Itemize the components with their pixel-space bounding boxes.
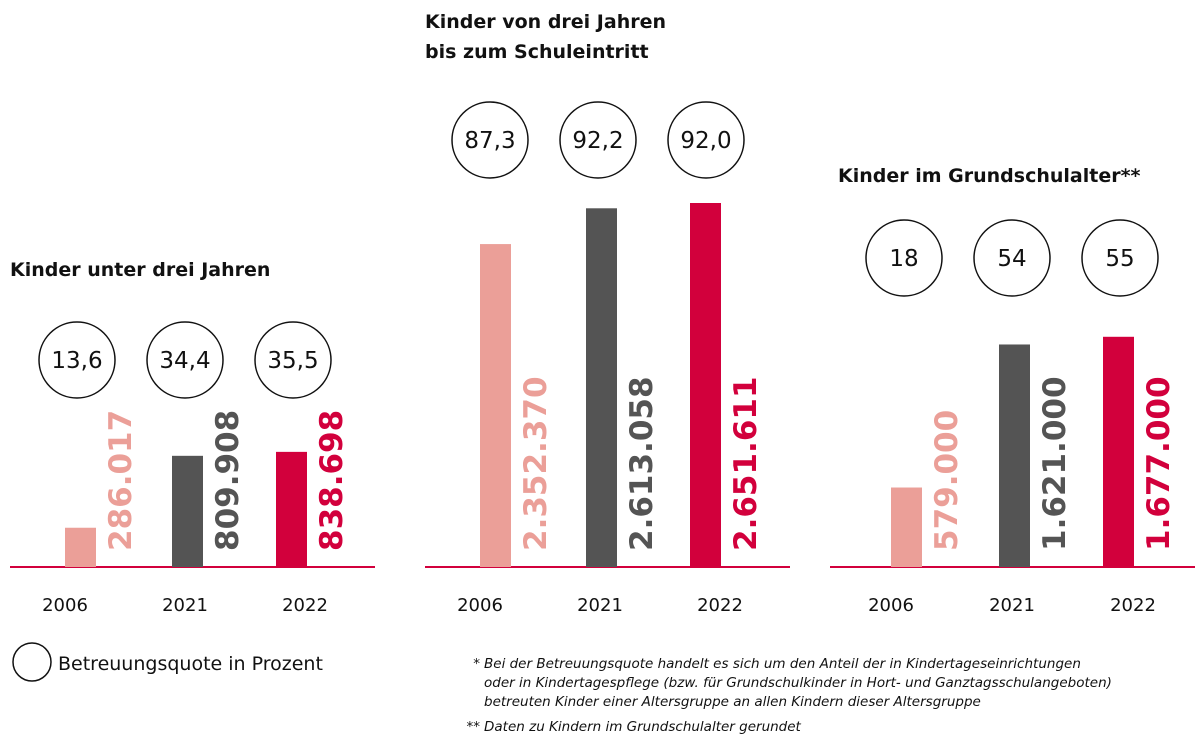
value-label: 1.677.000 <box>1141 376 1177 551</box>
quota-circle <box>38 321 116 399</box>
x-tick-label: 2021 <box>162 595 208 616</box>
value-label: 1.621.000 <box>1037 376 1073 551</box>
quota-label: 87,3 <box>464 128 515 154</box>
quota-circle <box>559 101 637 179</box>
quota-label: 54 <box>997 246 1026 272</box>
bar <box>480 244 511 568</box>
x-tick-label: 2022 <box>1110 595 1156 616</box>
quota-circle <box>973 219 1051 297</box>
footnote-mark: * <box>473 656 480 672</box>
footnote-line: Daten zu Kindern im Grundschulalter geru… <box>484 719 802 735</box>
value-label: 2.613.058 <box>624 376 660 551</box>
quota-circle <box>451 101 529 179</box>
x-tick-label: 2006 <box>868 595 914 616</box>
quota-circle <box>1081 219 1159 297</box>
quota-circle <box>865 219 943 297</box>
value-label: 2.651.611 <box>728 376 764 551</box>
footnote-line: Bei der Betreuungsquote handelt es sich … <box>484 656 1081 672</box>
quota-circle <box>146 321 224 399</box>
bar <box>172 455 203 567</box>
bar <box>1103 336 1134 567</box>
quota-label: 13,6 <box>51 348 102 374</box>
x-tick-label: 2006 <box>42 595 88 616</box>
x-tick-label: 2006 <box>457 595 503 616</box>
legend-symbol <box>12 642 52 682</box>
quota-label: 35,5 <box>267 348 318 374</box>
x-tick-label: 2021 <box>577 595 623 616</box>
quota-label: 92,0 <box>680 128 731 154</box>
value-label: 809.908 <box>210 410 246 551</box>
x-tick-label: 2022 <box>282 595 328 616</box>
bar <box>999 344 1030 567</box>
x-tick-label: 2021 <box>989 595 1035 616</box>
bar <box>65 527 96 567</box>
value-label: 2.352.370 <box>518 376 554 551</box>
footnote-line: oder in Kindertagespflege (bzw. für Grun… <box>484 675 1112 691</box>
bar <box>276 451 307 567</box>
bar <box>690 203 721 567</box>
footnote-mark: ** <box>467 719 481 735</box>
bar <box>586 208 617 567</box>
quota-label: 55 <box>1105 246 1134 272</box>
value-label: 838.698 <box>314 410 350 551</box>
quota-circle <box>667 101 745 179</box>
bar <box>891 487 922 567</box>
chart-title: Kinder von drei Jahren <box>425 11 666 33</box>
footnote-line: betreuten Kinder einer Altersgruppe an a… <box>484 694 981 710</box>
x-tick-label: 2022 <box>697 595 743 616</box>
quota-label: 34,4 <box>159 348 210 374</box>
value-label: 579.000 <box>929 410 965 551</box>
quota-label: 18 <box>889 246 918 272</box>
legend-label: Betreuungsquote in Prozent <box>58 653 323 675</box>
quota-circle <box>254 321 332 399</box>
chart-title: Kinder im Grundschulalter** <box>838 165 1141 187</box>
chart-title: bis zum Schuleintritt <box>425 41 649 63</box>
chart-title: Kinder unter drei Jahren <box>10 259 270 281</box>
value-label: 286.017 <box>103 410 139 551</box>
quota-label: 92,2 <box>572 128 623 154</box>
